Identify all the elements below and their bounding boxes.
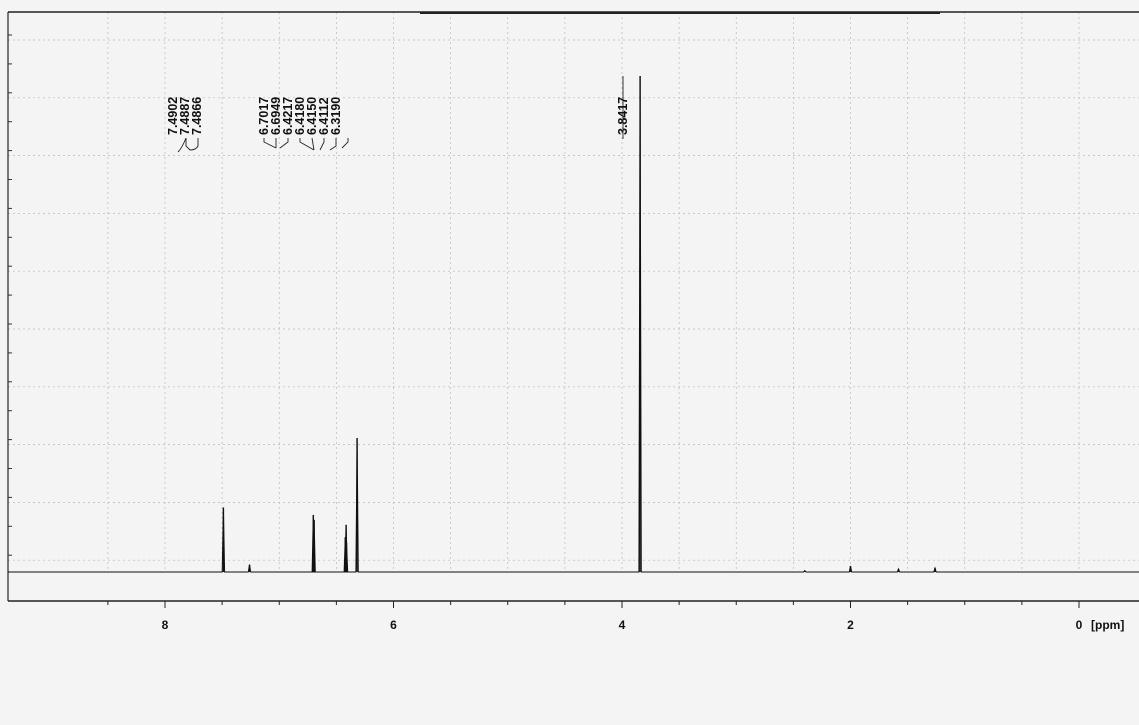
peak-label-bracket <box>263 137 349 151</box>
peak-label: 6.3190 <box>329 97 343 135</box>
peak-label: 6.7017 <box>257 97 271 135</box>
peak-label: 6.6949 <box>269 97 283 135</box>
x-tick-label: 6 <box>390 618 397 632</box>
peak-label: 6.4150 <box>305 97 319 135</box>
x-tick-label: 4 <box>619 618 626 632</box>
spectrum-trace <box>8 75 1139 573</box>
grid <box>8 12 1139 572</box>
spectrum <box>8 75 1139 573</box>
x-axis: 8 6 4 2 0 [ppm] <box>107 601 1124 632</box>
x-tick-label: 8 <box>162 618 169 632</box>
plot-frame <box>7 11 1139 602</box>
peak-label: 6.4217 <box>281 97 295 135</box>
x-axis-unit-label: [ppm] <box>1091 618 1124 632</box>
peak-label: 7.4902 <box>166 97 180 135</box>
peak-label: 6.4112 <box>317 97 331 135</box>
peak-label-bracket <box>177 137 199 153</box>
x-tick-label: 2 <box>847 618 854 632</box>
peak-label: 7.4887 <box>178 97 192 135</box>
x-tick-label: 0 <box>1076 618 1083 632</box>
peak-label: 7.4866 <box>190 97 204 135</box>
peak-label: 6.4180 <box>293 97 307 135</box>
